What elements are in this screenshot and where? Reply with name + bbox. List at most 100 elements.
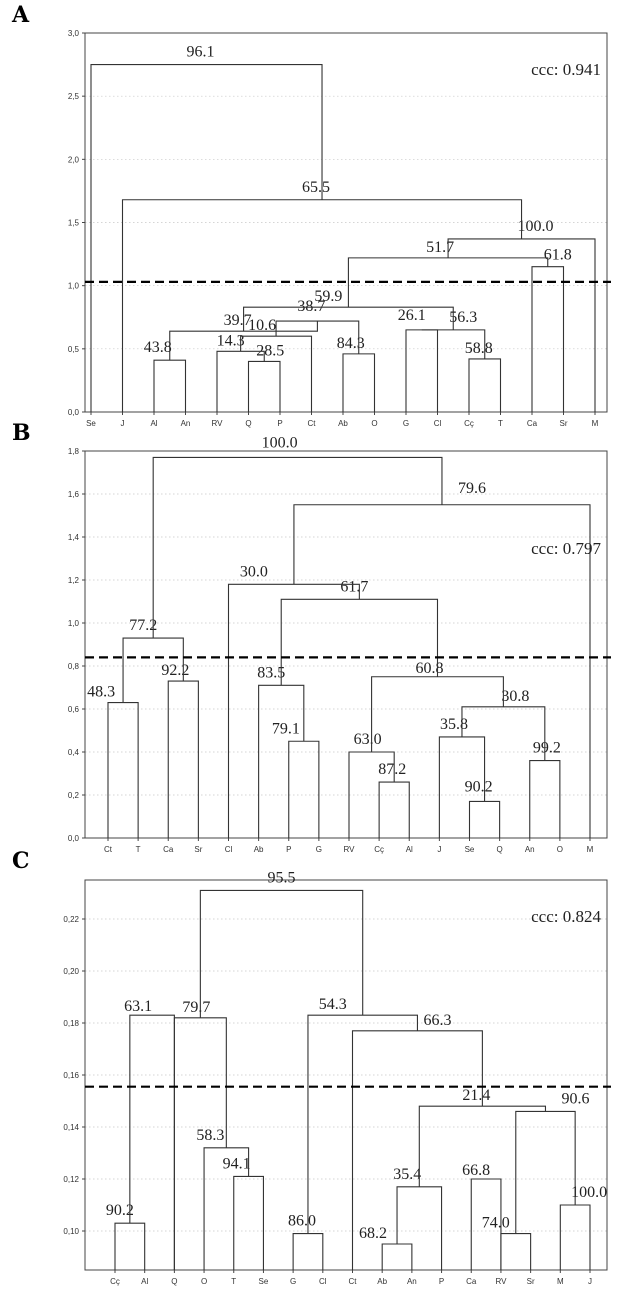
leaf-label: Se <box>259 1277 269 1286</box>
leaf-label: Cç <box>374 845 384 854</box>
dendrogram-link <box>90 64 323 412</box>
node-similarity-label: 99.2 <box>533 740 561 757</box>
dendrogram-link <box>347 257 549 308</box>
leaf-label: Sr <box>194 845 202 854</box>
leaf-label: Al <box>150 419 157 428</box>
node-similarity-label: 87.2 <box>378 761 406 778</box>
leaf-label: G <box>316 845 322 854</box>
node-similarity-label: 35.8 <box>440 716 468 733</box>
y-tick-label: 1,4 <box>68 533 80 542</box>
leaf-label: Ct <box>104 845 113 854</box>
plot-frame <box>84 32 608 413</box>
node-similarity-label: 30.0 <box>240 563 268 580</box>
dendrogram-link <box>500 1233 532 1270</box>
y-tick-label: 1,0 <box>68 282 80 291</box>
leaf-label: Ct <box>349 1277 358 1286</box>
leaf-label: J <box>437 845 441 854</box>
dendrogram-link <box>107 702 139 838</box>
node-similarity-label: 43.8 <box>144 339 172 356</box>
leaf-label: Ca <box>466 1277 477 1286</box>
leaf-label: M <box>557 1277 564 1286</box>
node-similarity-label: 66.8 <box>462 1162 490 1179</box>
dendrogram-link <box>381 1243 413 1270</box>
dendrogram-link <box>371 676 504 752</box>
plot-frame <box>84 450 608 839</box>
leaf-label: T <box>136 845 141 854</box>
leaf-label: An <box>181 419 191 428</box>
dendrogram-link <box>468 358 502 412</box>
leaf-label: P <box>439 1277 444 1286</box>
leaf-label: RV <box>212 419 224 428</box>
leaf-label: G <box>403 419 409 428</box>
dendrogram-link <box>396 1186 443 1270</box>
leaf-label: Se <box>86 419 96 428</box>
dendrogram-link <box>173 1017 227 1270</box>
dendrogram-link <box>233 1175 264 1270</box>
leaf-label: T <box>231 1277 236 1286</box>
node-similarity-label: 60.8 <box>415 660 443 677</box>
leaf-label: Cç <box>464 419 474 428</box>
leaf-label: An <box>525 845 535 854</box>
node-similarity-label: 61.8 <box>544 247 572 264</box>
y-tick-label: 0,14 <box>63 1123 79 1132</box>
leaf-label: M <box>587 845 594 854</box>
dendrogram-link <box>405 329 439 412</box>
node-similarity-label: 51.7 <box>426 239 454 256</box>
leaf-label: J <box>121 419 125 428</box>
y-tick-label: 0,16 <box>63 1071 79 1080</box>
node-similarity-label: 96.1 <box>187 44 215 61</box>
node-similarity-label: 63.0 <box>354 731 382 748</box>
dendrogram-link <box>167 680 199 838</box>
node-similarity-label: 77.2 <box>129 617 157 634</box>
node-similarity-label: 61.7 <box>340 578 368 595</box>
leaf-label: Ca <box>527 419 538 428</box>
leaf-label: J <box>588 1277 592 1286</box>
leaf-label: RV <box>344 845 356 854</box>
plot-frame <box>84 879 608 1271</box>
leaf-label: O <box>557 845 563 854</box>
y-tick-label: 3,0 <box>68 29 80 38</box>
node-similarity-label: 10.6 <box>248 317 276 334</box>
dendrogram-link <box>515 1110 576 1234</box>
node-similarity-label: 74.0 <box>482 1215 510 1232</box>
leaf-label: Al <box>141 1277 148 1286</box>
leaf-label: Cç <box>110 1277 120 1286</box>
panel-letter: A <box>11 2 30 28</box>
y-tick-label: 0,4 <box>68 748 80 757</box>
y-tick-label: 0,12 <box>63 1175 79 1184</box>
leaf-label: T <box>498 419 503 428</box>
leaf-label: Cl <box>319 1277 327 1286</box>
dendrogram-link <box>227 583 360 838</box>
node-similarity-label: 35.4 <box>393 1166 421 1183</box>
node-similarity-label: 30.8 <box>501 688 529 705</box>
dendrogram-link <box>288 740 320 838</box>
node-similarity-label: 66.3 <box>423 1012 451 1029</box>
leaf-label: Ab <box>338 419 348 428</box>
y-tick-label: 0,5 <box>68 345 80 354</box>
node-similarity-label: 95.5 <box>268 869 296 886</box>
node-similarity-label: 58.8 <box>465 340 493 357</box>
ccc-value: ccc: 0.797 <box>531 539 601 558</box>
ccc-value: ccc: 0.941 <box>531 60 601 79</box>
node-similarity-label: 68.2 <box>359 1225 387 1242</box>
node-similarity-label: 48.3 <box>87 684 115 701</box>
node-similarity-label: 79.1 <box>272 720 300 737</box>
y-tick-label: 0,22 <box>63 915 79 924</box>
dendrogram-panel-c: C 0,10 0,12 0,14 0,16 0,18 0,20 0,22 Cç Al Q O T Se G C… <box>12 848 611 1286</box>
dendrogram-link <box>258 684 305 838</box>
panel-letter: B <box>12 420 31 446</box>
leaf-label: Ab <box>254 845 264 854</box>
y-tick-label: 2,5 <box>68 92 80 101</box>
dendrogram-link <box>152 456 443 639</box>
dendrogram-link <box>470 1178 502 1270</box>
node-similarity-label: 90.2 <box>106 1202 134 1219</box>
node-similarity-label: 94.1 <box>223 1155 251 1172</box>
panel-letter: C <box>12 848 30 874</box>
y-tick-label: 0,10 <box>63 1227 79 1236</box>
node-similarity-label: 28.5 <box>256 342 284 359</box>
dendrogram-link <box>468 800 501 838</box>
y-tick-label: 0,0 <box>68 834 80 843</box>
leaf-label: RV <box>495 1277 507 1286</box>
y-tick-label: 0,18 <box>63 1019 79 1028</box>
